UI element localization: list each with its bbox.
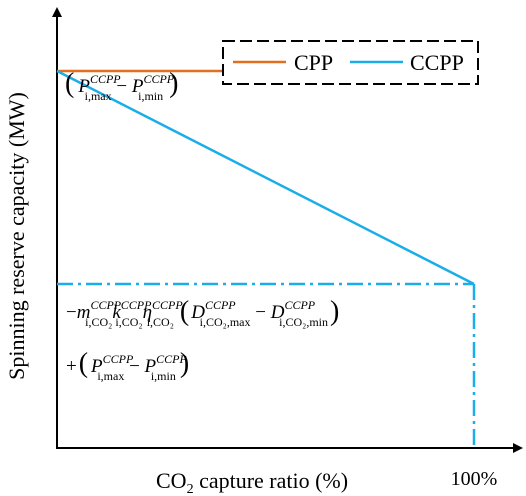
legend: CPP CCPP <box>222 40 479 85</box>
annotation-bottom-formula-line1: −mCCPP i,CO₂kCCPP i,CO₂ηCCPP i,CO₂(DCCPP i,C… <box>66 296 339 329</box>
y-axis-label: Spinning reserve capacity (MW) <box>4 92 29 380</box>
annotation-bottom-formula-line2: +(PCCPP i,max − PCCPP i,min) <box>66 348 189 383</box>
x-axis-label: CO2 capture ratio (%) <box>156 468 348 496</box>
series-line-ccpp <box>56 69 475 286</box>
legend-ccpp-label: CCPP <box>410 50 464 75</box>
annotation-top-formula: (PCCPP i,max − PCCPP i,min) <box>65 68 178 103</box>
x-tick-label-100: 100% <box>451 468 498 490</box>
legend-cpp-label: CPP <box>294 50 333 75</box>
